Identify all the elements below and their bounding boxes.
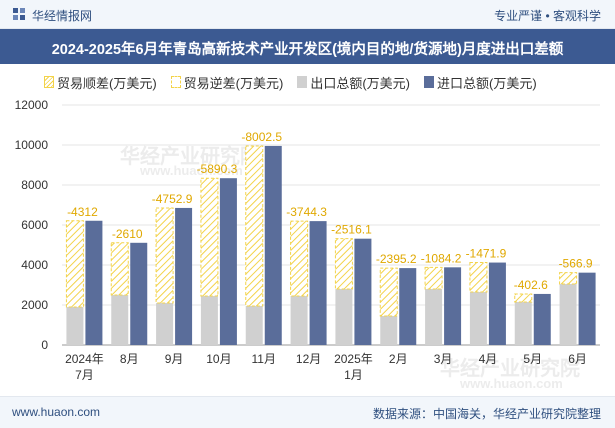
balance-label: -2610 bbox=[112, 227, 143, 241]
chart-legend: 贸易顺差(万美元) 贸易逆差(万美元) 出口总额(万美元) 进口总额(万美元) bbox=[44, 72, 551, 92]
x-tick-label: 1月 bbox=[344, 368, 363, 382]
x-tick-label: 3月 bbox=[434, 352, 453, 366]
y-tick-label: 10000 bbox=[15, 138, 49, 152]
import-bar bbox=[399, 268, 417, 345]
watermark-url-2: www.huaon.com bbox=[460, 376, 563, 391]
balance-label: -1084.2 bbox=[421, 251, 462, 265]
export-bar bbox=[245, 306, 263, 345]
legend-swatch-export bbox=[297, 76, 308, 88]
y-tick-label: 4000 bbox=[21, 258, 48, 272]
export-bar bbox=[111, 295, 129, 345]
legend-label-import: 进口总额(万美元) bbox=[437, 75, 537, 91]
legend-item-import: 进口总额(万美元) bbox=[424, 73, 537, 92]
legend-item-deficit: 贸易逆差(万美元) bbox=[170, 73, 284, 92]
balance-label: -4312 bbox=[67, 205, 98, 219]
footer: www.huaon.com 数据来源：中国海关，华经产业研究院整理 bbox=[0, 396, 615, 428]
deficit-bar bbox=[290, 220, 309, 297]
balance-label: -1471.9 bbox=[466, 247, 507, 261]
x-tick-label: 10月 bbox=[206, 352, 231, 366]
import-bar bbox=[578, 272, 596, 345]
deficit-bar bbox=[155, 207, 174, 304]
import-bar bbox=[444, 267, 462, 345]
watermark-text-2: 华经产业研究院 bbox=[440, 358, 580, 380]
data-source: 数据来源：中国海关，华经产业研究院整理 bbox=[372, 407, 601, 421]
deficit-bar bbox=[245, 145, 264, 307]
chart-title: 2024-2025年6月年青岛高新技术产业开发区(境内目的地/货源地)月度进出口… bbox=[51, 42, 564, 58]
deficit-bar bbox=[424, 266, 443, 290]
x-tick-label: 5月 bbox=[523, 352, 542, 366]
deficit-bar bbox=[65, 220, 84, 308]
legend-item-export: 出口总额(万美元) bbox=[297, 73, 410, 92]
watermark-text: 华经产业研究院 bbox=[120, 146, 260, 168]
legend-label-deficit: 贸易逆差(万美元) bbox=[183, 75, 284, 91]
import-bar bbox=[264, 145, 282, 345]
x-tick-label: 11月 bbox=[252, 352, 276, 366]
x-tick-label: 2月 bbox=[389, 352, 408, 366]
legend-swatch-import bbox=[424, 76, 435, 88]
x-tick-label: 2024年 bbox=[65, 352, 104, 366]
deficit-bar bbox=[200, 177, 219, 297]
import-bar bbox=[533, 293, 551, 345]
x-tick-label: 6月 bbox=[568, 352, 587, 366]
import-bar bbox=[175, 207, 193, 345]
balance-label: -8002.5 bbox=[241, 130, 282, 144]
legend-swatch-surplus bbox=[44, 76, 54, 88]
deficit-bar bbox=[514, 293, 533, 303]
y-tick-label: 6000 bbox=[21, 218, 48, 232]
export-bar bbox=[156, 303, 174, 345]
import-bar bbox=[354, 238, 372, 345]
export-bar bbox=[200, 296, 218, 345]
balance-label: -5890.3 bbox=[197, 162, 238, 176]
chart-area: 0 2000 4000 6000 8000 10000 12000 -4312 2024年 7月 -… bbox=[15, 98, 600, 382]
balance-label: -2395.2 bbox=[376, 252, 417, 266]
tagline: 专业严谨 • 客观科学 bbox=[494, 9, 601, 23]
balance-label: -2516.1 bbox=[331, 223, 372, 237]
footer-site: www.huaon.com bbox=[12, 405, 101, 419]
title-bar: 2024-2025年6月年青岛高新技术产业开发区(境内目的地/货源地)月度进出口… bbox=[0, 29, 615, 64]
import-bar bbox=[219, 178, 237, 345]
x-tick-label: 8月 bbox=[120, 352, 139, 366]
y-tick-label: 2000 bbox=[21, 298, 48, 312]
export-bar bbox=[335, 289, 353, 345]
balance-label: -4752.9 bbox=[152, 192, 193, 206]
balance-label: -3744.3 bbox=[286, 205, 327, 219]
brand-name: 华经情报网 bbox=[32, 9, 93, 23]
deficit-bar bbox=[379, 267, 398, 317]
watermark-url: www.huaon.com bbox=[140, 163, 243, 178]
export-bar bbox=[559, 284, 577, 345]
x-tick-label: 4月 bbox=[479, 352, 498, 366]
export-bar bbox=[290, 296, 308, 345]
import-bar bbox=[488, 262, 506, 345]
x-tick-label: 12月 bbox=[296, 352, 321, 366]
x-tick-label: 2025年 bbox=[334, 352, 373, 366]
legend-label-export: 出口总额(万美元) bbox=[310, 75, 411, 91]
legend-swatch-deficit bbox=[170, 76, 181, 88]
logo-icon bbox=[13, 8, 25, 20]
y-tick-label: 8000 bbox=[21, 178, 48, 192]
legend-item-surplus: 贸易顺差(万美元) bbox=[44, 73, 157, 92]
top-bar: 华经情报网 专业严谨 • 客观科学 bbox=[0, 0, 615, 29]
y-tick-label: 0 bbox=[41, 338, 48, 352]
export-bar bbox=[425, 289, 443, 345]
import-bar bbox=[85, 220, 103, 345]
balance-label: -402.6 bbox=[514, 278, 548, 292]
deficit-bar bbox=[559, 272, 578, 285]
export-bar bbox=[380, 316, 398, 345]
export-bar bbox=[514, 302, 532, 345]
export-bar bbox=[469, 292, 487, 345]
deficit-bar bbox=[469, 262, 488, 293]
balance-label: -566.9 bbox=[559, 257, 593, 271]
x-tick-label: 9月 bbox=[165, 352, 184, 366]
legend-label-surplus: 贸易顺差(万美元) bbox=[57, 75, 157, 91]
import-bar bbox=[309, 221, 327, 345]
export-bar bbox=[66, 307, 84, 345]
x-tick-label: 7月 bbox=[75, 368, 94, 382]
deficit-bar bbox=[110, 242, 129, 296]
y-tick-label: 12000 bbox=[15, 98, 49, 112]
import-bar bbox=[130, 242, 148, 345]
deficit-bar bbox=[334, 238, 353, 290]
